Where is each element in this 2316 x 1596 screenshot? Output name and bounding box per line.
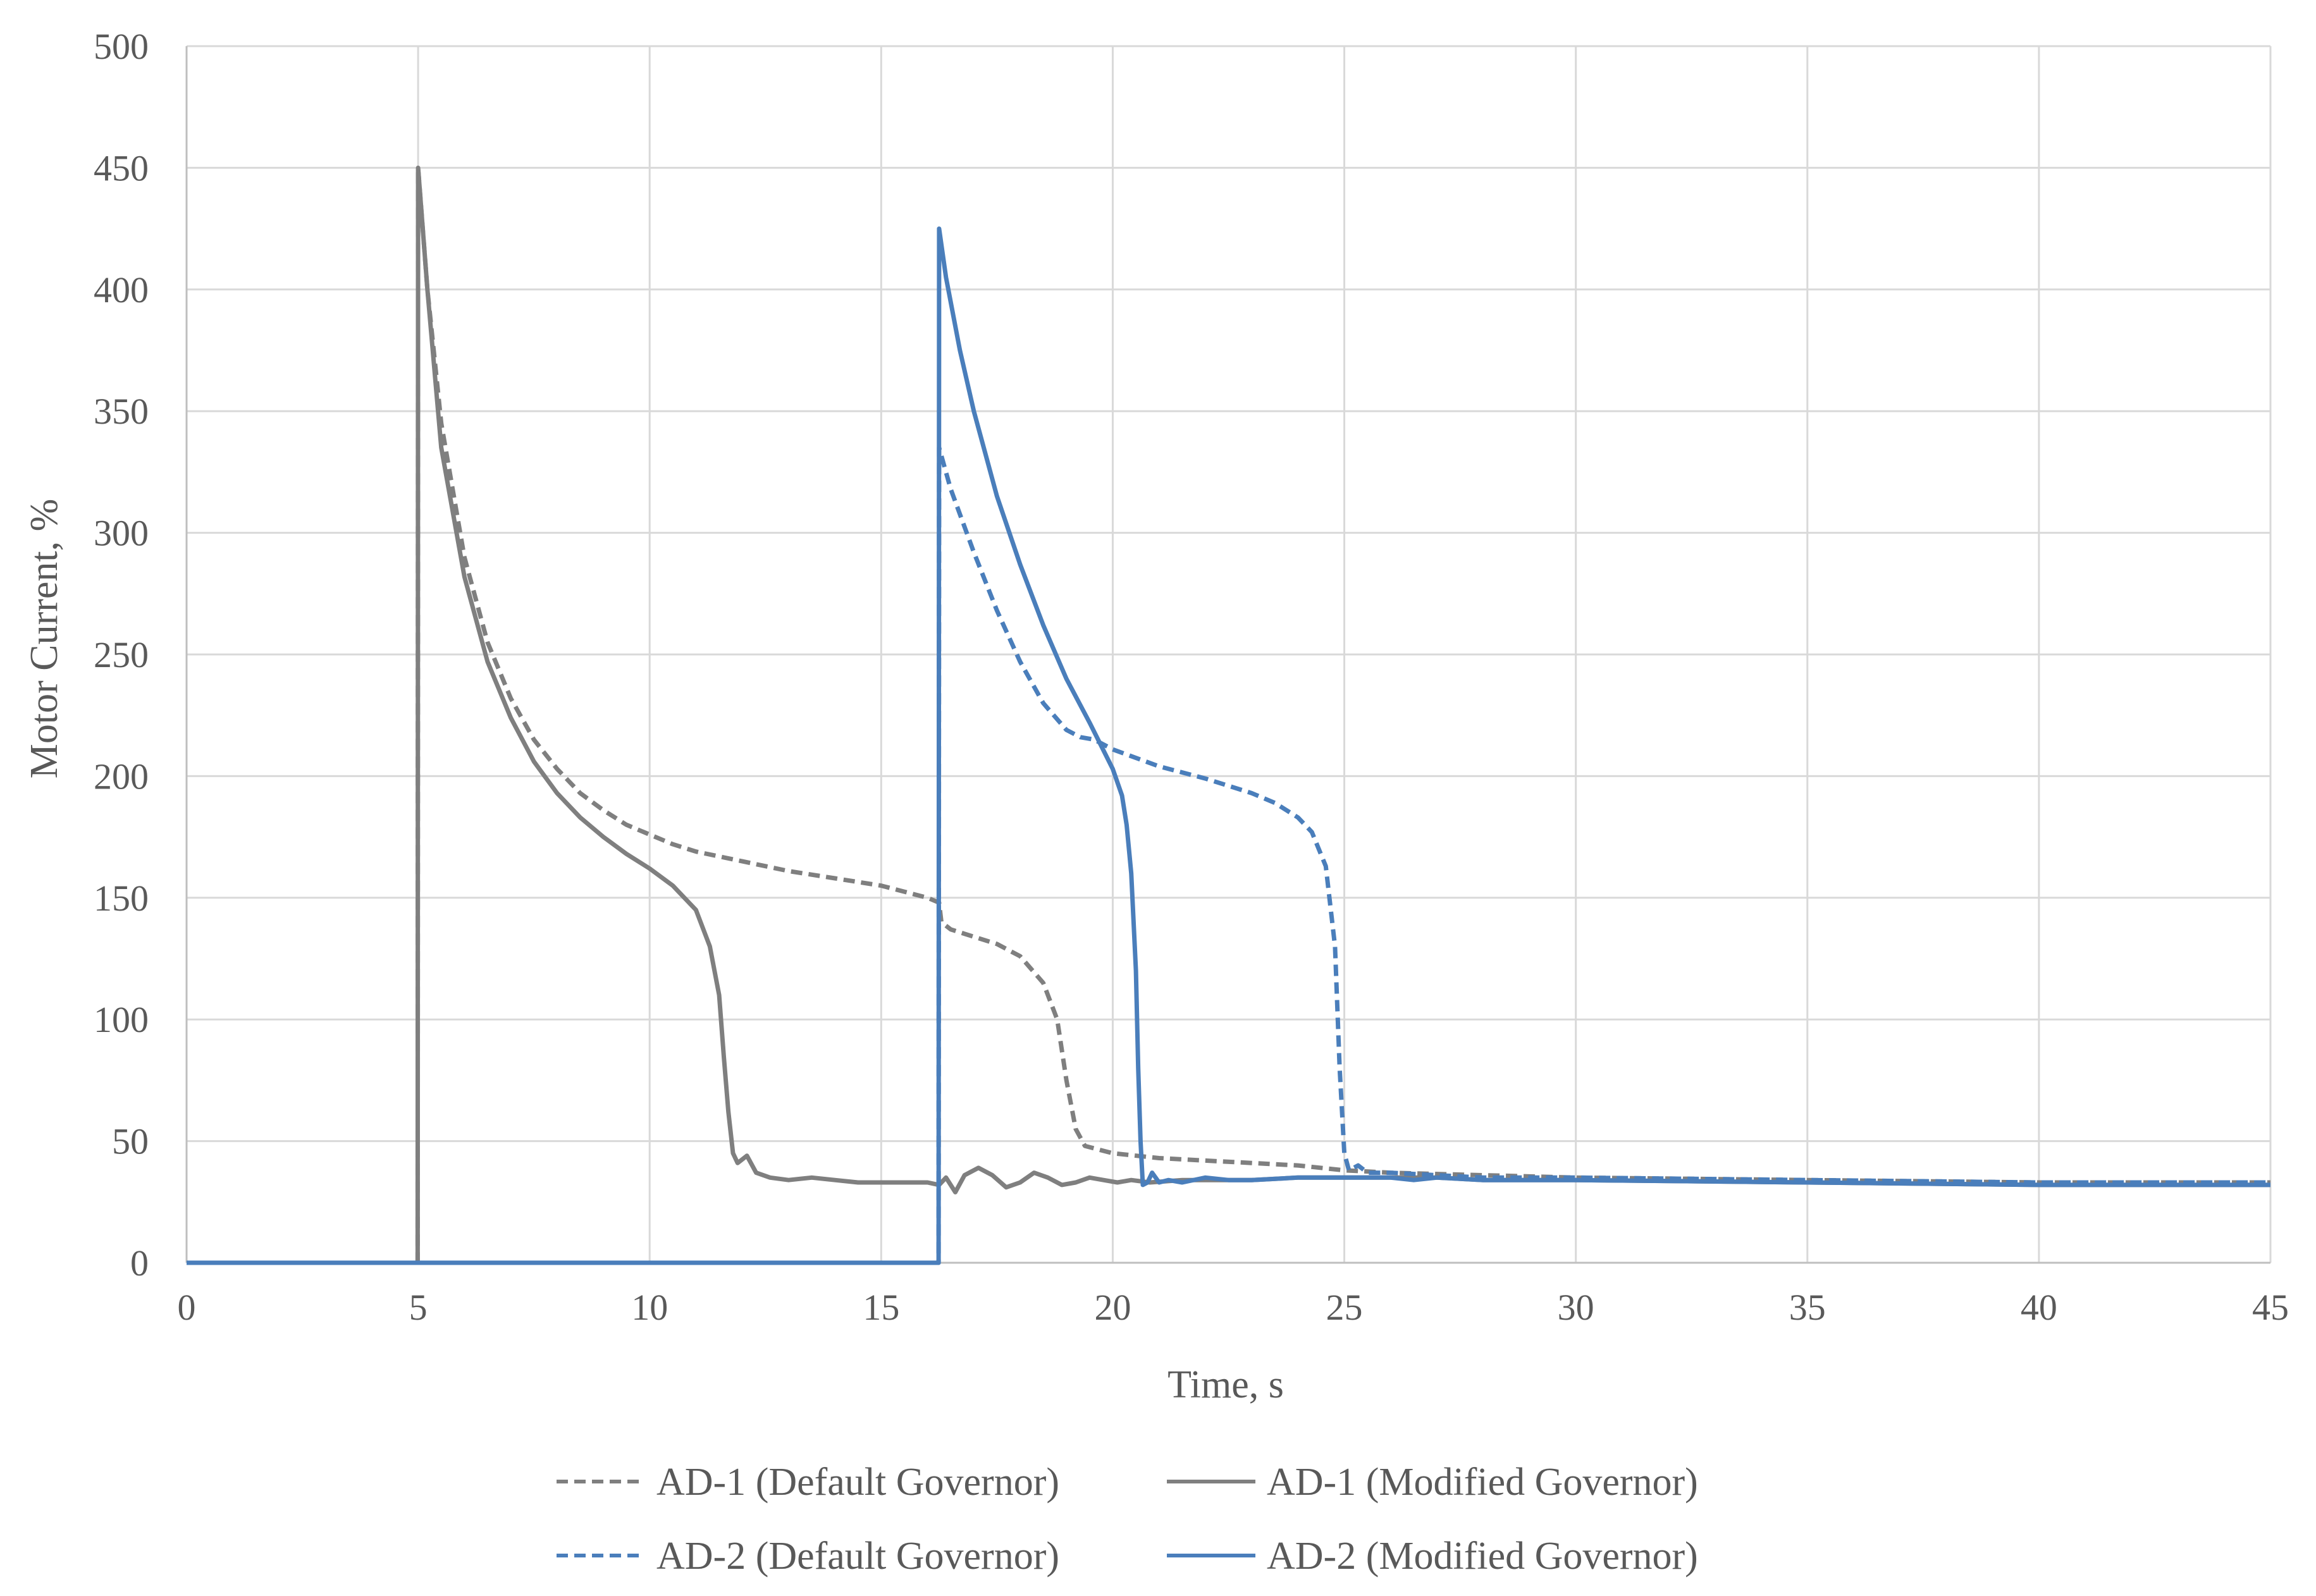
y-tick-label: 350: [94, 391, 149, 432]
legend-label-ad2-modified: AD-2 (Modified Governor): [1267, 1535, 1698, 1578]
series-ad2-modified: [187, 226, 2270, 1265]
y-tick-label: 200: [94, 756, 149, 797]
series-ad2-default: [187, 445, 2270, 1265]
y-tick-label: 500: [94, 26, 149, 67]
x-tick-label: 15: [863, 1287, 899, 1328]
legend-label-ad1-default: AD-1 (Default Governor): [656, 1461, 1059, 1504]
legend-item-ad2-modified: AD-2 (Modified Governor): [1167, 1535, 1698, 1578]
legend-item-ad2-default: AD-2 (Default Governor): [557, 1535, 1059, 1578]
series-ad1-default: [187, 165, 2270, 1265]
y-tick-label: 450: [94, 147, 149, 188]
x-tick-labels: 0 5 10 15 20 25 30 35 40 45: [178, 1287, 2289, 1328]
x-tick-label: 25: [1326, 1287, 1363, 1328]
y-axis-title: Motor Current, %: [23, 499, 66, 779]
y-tick-label: 250: [94, 634, 149, 675]
x-tick-label: 5: [409, 1287, 428, 1328]
legend-item-ad1-default: AD-1 (Default Governor): [557, 1461, 1059, 1504]
legend-item-ad1-modified: AD-1 (Modified Governor): [1167, 1461, 1698, 1504]
x-tick-label: 0: [178, 1287, 196, 1328]
legend: AD-1 (Default Governor) AD-1 (Modified G…: [557, 1461, 1698, 1578]
series-lines: [187, 165, 2270, 1265]
x-tick-label: 10: [631, 1287, 668, 1328]
y-tick-label: 50: [112, 1121, 149, 1162]
x-tick-label: 40: [2021, 1287, 2057, 1328]
x-tick-label: 30: [1558, 1287, 1594, 1328]
y-tick-label: 150: [94, 878, 149, 919]
grid-lines: [187, 45, 2272, 1263]
y-tick-label: 100: [94, 999, 149, 1040]
legend-label-ad1-modified: AD-1 (Modified Governor): [1267, 1461, 1698, 1504]
series-ad1-modified: [187, 165, 2270, 1265]
y-tick-label: 400: [94, 269, 149, 310]
y-tick-labels: 0 50 100 150 200 250 300 350 400 450 500: [94, 26, 149, 1284]
x-tick-label: 20: [1094, 1287, 1131, 1328]
y-tick-label: 0: [130, 1243, 149, 1284]
legend-label-ad2-default: AD-2 (Default Governor): [656, 1535, 1059, 1578]
x-tick-label: 35: [1789, 1287, 1826, 1328]
y-tick-label: 300: [94, 513, 149, 554]
x-tick-label: 45: [2252, 1287, 2289, 1328]
x-axis-title: Time, s: [1167, 1363, 1284, 1406]
